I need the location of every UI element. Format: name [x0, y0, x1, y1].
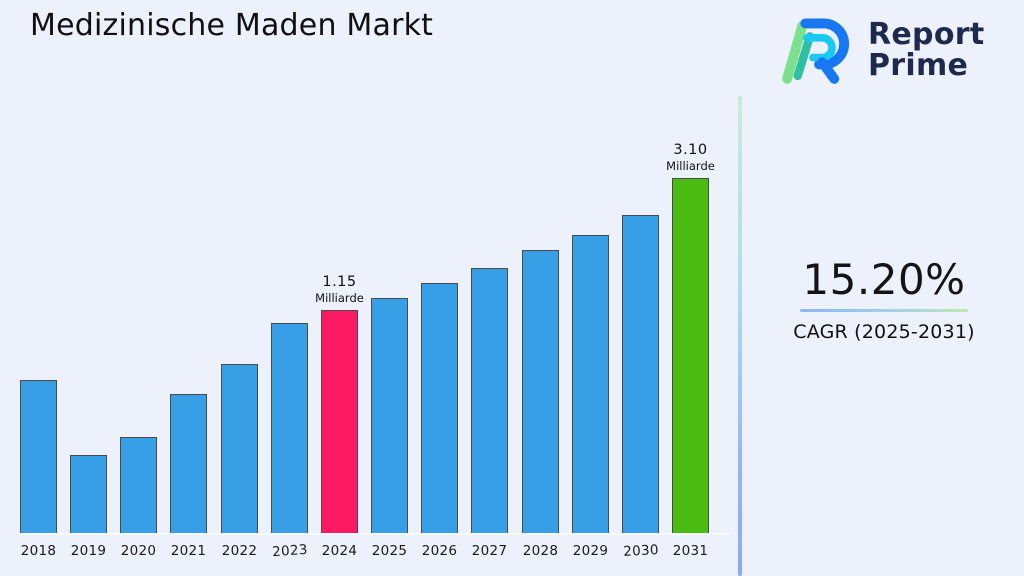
x-tick-2025: 2025	[371, 543, 408, 559]
x-tick-2031: 2031	[672, 543, 709, 559]
bar-2024	[321, 310, 358, 533]
x-tick-2024: 2024	[321, 543, 358, 559]
x-tick-2029: 2029	[572, 543, 609, 559]
x-tick-2021: 2021	[170, 543, 207, 559]
bar-2025	[371, 298, 408, 533]
bar-2022	[221, 364, 258, 533]
x-tick-2019: 2019	[70, 543, 107, 559]
page-title: Medizinische Maden Markt	[30, 8, 434, 43]
x-tick-2027: 2027	[471, 543, 508, 559]
report-prime-logo: Report Prime	[778, 10, 984, 90]
bar-unit-2024: Milliarde	[315, 291, 364, 305]
bar-2028	[522, 250, 559, 533]
bar-2021	[170, 394, 207, 533]
bar-annotation-2031: 3.10 Milliarde	[646, 142, 736, 173]
bar-2020	[120, 437, 157, 533]
bar-2018	[20, 380, 57, 533]
x-tick-2026: 2026	[421, 543, 458, 559]
cagr-value: 15.20%	[802, 255, 966, 304]
bar-unit-2031: Milliarde	[666, 159, 715, 173]
x-tick-2020: 2020	[120, 543, 157, 559]
bar-2027	[471, 268, 508, 533]
x-tick-2018: 2018	[20, 543, 57, 559]
vertical-gradient-divider	[738, 96, 742, 576]
report-prime-logo-icon	[782, 18, 850, 84]
bar-2030	[622, 215, 659, 533]
cagr-label: CAGR (2025-2031)	[793, 321, 975, 343]
logo-word-prime: Prime	[868, 48, 969, 83]
bar-2029	[572, 235, 609, 533]
bar-annotation-2024: 1.15 Milliarde	[295, 274, 385, 305]
bar-chart: 2018 2019 2020 2021 2022 2023 1.15 Milliarde 202…	[18, 142, 736, 560]
report-prime-logo-text: Report Prime	[868, 16, 985, 83]
cagr-panel: 15.20% CAGR (2025-2031)	[770, 255, 998, 343]
x-axis-line	[18, 533, 730, 535]
bar-value-2024: 1.15	[322, 274, 357, 290]
x-tick-2022: 2022	[221, 543, 258, 559]
bar-2019	[70, 455, 107, 533]
bar-2026	[421, 283, 458, 533]
bar-value-2031: 3.10	[673, 142, 708, 158]
logo-word-report: Report	[868, 16, 985, 52]
bar-2023	[271, 323, 308, 533]
x-tick-2028: 2028	[522, 543, 559, 559]
cagr-underline	[800, 309, 968, 312]
bar-2031	[672, 178, 709, 533]
